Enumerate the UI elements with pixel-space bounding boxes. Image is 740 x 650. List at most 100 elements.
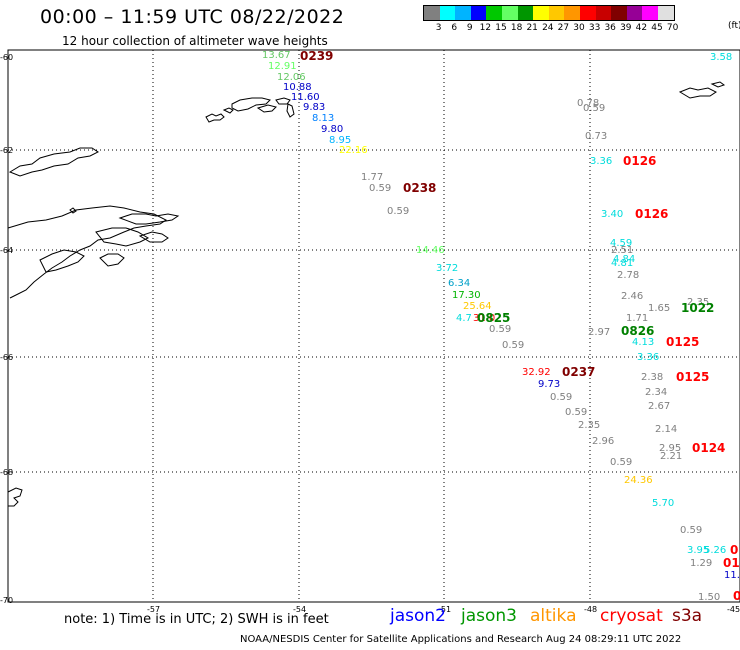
swh-value-label: 4.59 [610,238,632,249]
swh-value-label: 4.84 [613,254,635,265]
legend-label: 3 [435,23,442,33]
legend-label: 24 [542,23,554,33]
swh-value-label: 3.40 [601,209,623,220]
swh-value-label: 0.59 [583,103,605,114]
legend-label: 42 [635,23,648,33]
pass-time-label: 0 [733,589,740,603]
coastline [7,81,726,507]
lat-tick-label: -70 [0,596,13,605]
swh-value-label: 3.72 [436,263,458,274]
swh-value-label: 3.36 [590,156,612,167]
island-shape [222,107,234,114]
swh-layer: 13.6712.9112.0610.8811.609.838.139.808.9… [262,50,740,603]
swh-value-label: 12.06 [277,72,306,83]
swh-value-label: 2.67 [648,401,670,412]
legend-label: 18 [510,23,523,33]
graticule [8,50,740,602]
legend-swatch [579,6,596,20]
legend-label: 36 [604,23,616,33]
pass-time-label: 0126 [623,154,656,168]
legend-label: 39 [620,23,632,33]
swh-value-label: 0.59 [550,392,572,403]
swh-value-label: 24.36 [624,475,653,486]
swh-value-label: 2.38 [641,372,663,383]
note-text: note: 1) Time is in UTC; 2) SWH is in fe… [64,612,329,627]
pass-time-label: 0237 [562,365,595,379]
legend-label: 45 [651,23,663,33]
lon-tick-label: -57 [147,605,160,614]
legend-label: 30 [573,23,585,33]
lat-tick-label: -60 [0,53,13,62]
island-shape [138,231,169,243]
swh-value-label: 2.51 [611,245,633,256]
swh-value-label: 12.91 [268,61,297,72]
swh-value-label: 0.73 [585,131,607,142]
legend-label: 12 [479,23,492,33]
pass-time-label: 0826 [621,324,654,338]
pass-time-label: 01 [723,556,740,570]
swh-value-label: 10.88 [283,82,312,93]
legend-swatch [501,6,518,20]
lon-tick-label: -48 [584,605,597,614]
legend-label: 9 [466,23,473,33]
legend-swatch [486,6,502,20]
island-shape [95,227,150,247]
pass-time-label: 0239 [300,49,333,63]
lat-tick-label: -66 [0,353,13,362]
swh-value-label: 14.46 [416,245,445,256]
swh-value-label: 2.97 [588,327,610,338]
axis-labels: -60 -62 -64 -66 -68 -70 -57 -54 -51 -48 -45 [0,53,740,614]
swh-value-label: 13.67 [262,50,291,61]
map-subtitle: 12 hour collection of altimeter wave hei… [62,34,328,48]
lat-tick-label: -64 [0,246,13,255]
swh-value-label: 8.95 [329,135,351,146]
swh-value-label: 4.7 [456,313,472,324]
island-shape [275,97,291,105]
island-shape [286,103,295,118]
legend-label: 15 [495,23,507,33]
satellite-label-s3a: s3a [672,606,703,626]
pass-time-label: 0124 [692,441,725,455]
swh-value-label: 2.95 [659,443,681,454]
pass-time-label: 0125 [666,335,699,349]
swh-value-label: 4.13 [632,337,654,348]
coast-shape [8,147,99,177]
swh-value-label: 1.71 [626,313,648,324]
legend-swatch [533,6,549,20]
swh-value-label: 9.73 [538,379,560,390]
swh-value-label: 9.83 [303,102,325,113]
lon-tick-label: -54 [293,605,306,614]
swh-value-label: 5.26 [704,545,726,556]
legend-label: 21 [526,23,538,33]
swh-value-label: 1.50 [698,592,720,603]
lon-tick-label: -51 [438,605,451,614]
satellite-label-jason2: jason2 [390,606,446,626]
island-shape [39,249,85,273]
peninsula-coast [7,205,167,299]
swh-value-label: 3.95 [687,545,709,556]
map-frame [7,49,740,603]
lat-tick-label: -68 [0,468,13,477]
swh-value-label: 2.35 [687,297,709,308]
swh-value-label: 0.59 [680,525,702,536]
island-shape [710,81,726,88]
legend-swatch [564,6,580,20]
swh-value-label: 0.59 [565,407,587,418]
swh-value-label: 25.64 [463,301,492,312]
pass-time-label: 1022 [681,301,714,315]
satellite-label-jason3: jason3 [461,606,517,626]
island-shape [205,113,225,123]
island-shape [256,104,277,113]
legend-swatch [642,6,658,20]
legend-swatch [626,6,643,20]
legend-labels: 3 6 9 12 15 18 21 24 27 30 33 36 39 42 45 70 [423,21,679,35]
swh-value-label: 1.65 [648,303,670,314]
swh-value-label: 1.29 [690,558,712,569]
swh-value-label: 0.59 [489,324,511,335]
swh-value-label: 9.80 [321,124,343,135]
legend-swatch [439,6,456,20]
swh-value-label: 2.14 [655,424,677,435]
island-shape [678,87,717,99]
swh-value-label: 5.70 [652,498,674,509]
